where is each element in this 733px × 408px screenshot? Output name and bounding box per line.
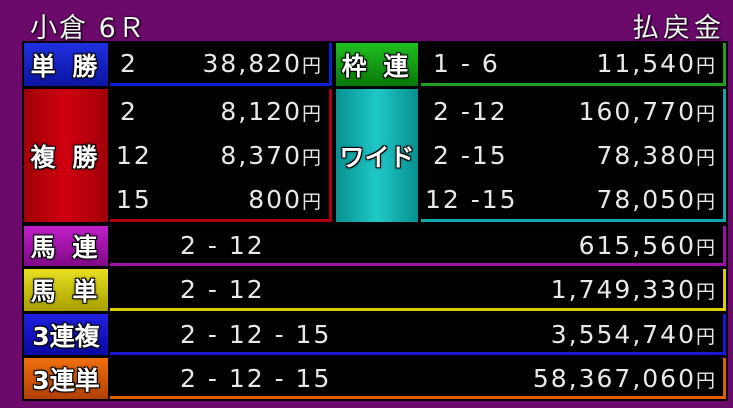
fukusho-amount: 8,370円	[220, 141, 323, 170]
sanrenpuku-row: 2 - 12 - 15 3,554,740円	[110, 314, 726, 355]
umatan-amount: 1,749,330円	[550, 275, 717, 304]
wide-amount: 78,380円	[596, 141, 717, 170]
fukusho-label: 複 勝	[24, 89, 108, 222]
sanrentan-amount: 58,367,060円	[532, 364, 717, 393]
umatan-row: 2 - 12 1,749,330円	[110, 269, 726, 311]
tansho-label: 単 勝	[24, 43, 108, 86]
fukusho-amount: 8,120円	[220, 97, 323, 126]
wide-combo: 12 -15	[425, 185, 518, 214]
wide-label: ワイド	[336, 89, 418, 222]
sanrentan-combo: 2 - 12 - 15	[180, 364, 332, 393]
race-title: 小倉 6Ｒ	[30, 13, 147, 44]
wakuren-amount: 11,540円	[596, 49, 717, 78]
umaren-row: 2 - 12 615,560円	[110, 226, 726, 266]
wide-combo: 2 -12	[433, 97, 508, 126]
umaren-amount: 615,560円	[578, 231, 717, 260]
wide-combo: 2 -15	[433, 141, 508, 170]
fukusho-combo: 12	[116, 141, 152, 170]
sanrenpuku-combo: 2 - 12 - 15	[180, 320, 332, 349]
tansho-row: 2 38,820円	[110, 43, 332, 86]
umaren-combo: 2 - 12	[180, 231, 265, 260]
sanrenpuku-amount: 3,554,740円	[550, 320, 717, 349]
umatan-combo: 2 - 12	[180, 275, 265, 304]
wakuren-row: 1 - 6 11,540円	[421, 43, 726, 86]
sanrenpuku-label: 3連複	[24, 314, 108, 355]
wide-amount: 78,050円	[596, 185, 717, 214]
tansho-combo: 2	[120, 49, 138, 78]
wakuren-label: 枠 連	[336, 43, 418, 86]
wide-amount: 160,770円	[578, 97, 717, 126]
umatan-label: 馬 単	[24, 269, 108, 311]
payout-heading: 払戻金	[632, 13, 725, 44]
umaren-label: 馬 連	[24, 226, 108, 266]
fukusho-amount: 800円	[248, 185, 323, 214]
fukusho-combo: 15	[116, 185, 152, 214]
wakuren-combo: 1 - 6	[433, 49, 500, 78]
sanrentan-row: 2 - 12 - 15 58,367,060円	[110, 358, 726, 399]
tansho-amount: 38,820円	[202, 49, 323, 78]
sanrentan-label: 3連単	[24, 358, 108, 399]
wide-rows: 2 -12 160,770円 2 -15 78,380円 12 -15 78,0…	[421, 89, 726, 222]
fukusho-rows: 2 8,120円 12 8,370円 15 800円	[110, 89, 332, 222]
fukusho-combo: 2	[120, 97, 138, 126]
